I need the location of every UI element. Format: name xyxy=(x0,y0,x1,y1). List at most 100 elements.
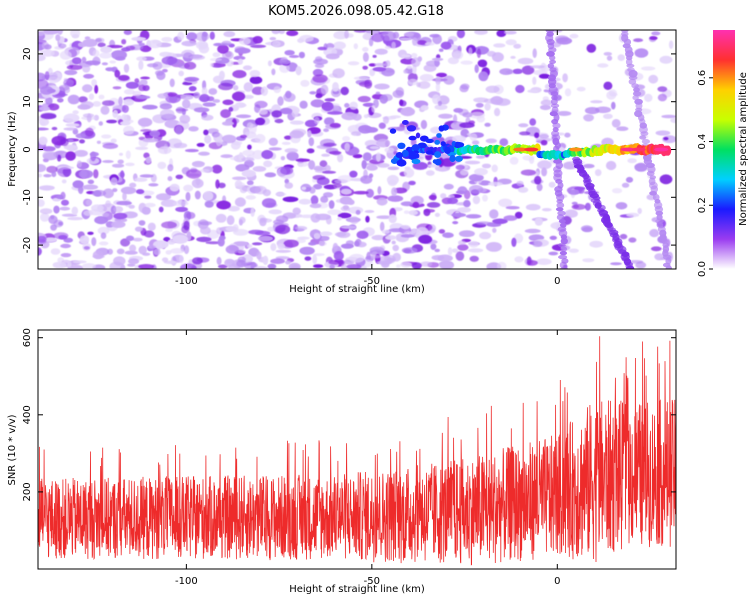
spectrogram-noise-cell xyxy=(285,260,291,265)
spectrogram-noise-cell xyxy=(237,58,243,65)
spectrogram-noise-cell xyxy=(431,136,445,144)
spectrogram-noise-cell xyxy=(120,170,125,179)
spectrogram-noise-cell xyxy=(208,88,218,95)
spectrogram-noise-cell xyxy=(183,245,190,255)
spectrogram-noise-cell xyxy=(299,100,308,109)
spectrogram-noise-cell xyxy=(75,133,86,139)
spectrogram-noise-cell xyxy=(198,42,208,49)
spectrogram-trace-cell xyxy=(550,103,560,108)
spectrogram-noise-cell xyxy=(183,184,194,192)
spectrogram-band-cell xyxy=(396,159,407,167)
spectrogram-noise-cell xyxy=(423,209,436,213)
spectrogram-noise-cell xyxy=(438,48,444,52)
spectrogram-noise-cell xyxy=(50,215,55,220)
spectrogram-noise-cell xyxy=(453,114,458,125)
spectrogram-noise-cell xyxy=(119,152,123,156)
spectrogram-noise-cell xyxy=(371,33,385,43)
spectrogram-noise-cell xyxy=(353,190,369,195)
spectrogram-noise-cell xyxy=(72,110,79,115)
spectrogram-noise-cell xyxy=(144,195,152,199)
spectrogram-noise-cell xyxy=(136,56,147,61)
spectrogram-noise-cell xyxy=(201,87,208,95)
spectrogram-noise-cell xyxy=(161,257,169,263)
spectrogram-noise-cell xyxy=(324,165,331,172)
spectrogram-noise-cell xyxy=(312,74,328,83)
spectrogram-noise-cell xyxy=(121,47,131,52)
spectrogram-peak-cell xyxy=(620,147,635,152)
spectrogram-noise-cell xyxy=(452,135,466,143)
spectrogram-noise-cell xyxy=(209,57,222,62)
spectrogram-noise-cell xyxy=(77,42,87,48)
spectrogram-noise-cell xyxy=(298,198,312,205)
spectrogram-noise-cell xyxy=(268,147,282,151)
spectrogram-noise-cell xyxy=(457,244,469,251)
spectrogram-noise-cell xyxy=(327,111,343,115)
spectrogram-noise-cell xyxy=(40,113,57,120)
spectrogram-noise-cell xyxy=(121,104,129,114)
spectrogram-noise-cell xyxy=(258,108,269,115)
spectrogram-noise-cell xyxy=(360,175,373,184)
spectrogram-noise-cell xyxy=(212,99,221,103)
spectrogram-noise-cell xyxy=(329,264,335,269)
spectrogram-noise-cell xyxy=(347,61,360,66)
spectrogram-noise-cell xyxy=(289,130,305,139)
spectrogram-noise-cell xyxy=(167,164,174,172)
spectrogram-noise-cell xyxy=(175,206,189,212)
spectrogram-noise-cell xyxy=(120,264,126,269)
spectrogram-noise-cell xyxy=(252,36,263,44)
spectrogram-noise-cell xyxy=(60,138,69,147)
spectrogram-noise-cell xyxy=(339,196,353,205)
spectrogram-noise-cell xyxy=(47,103,60,111)
spectrogram-noise-cell xyxy=(385,235,397,240)
spectrogram-noise-cell xyxy=(157,146,172,155)
spectrogram-noise-cell xyxy=(468,240,479,248)
spectrogram-noise-cell xyxy=(586,43,597,53)
spectrogram-noise-cell xyxy=(264,172,277,178)
spectrogram-noise-cell xyxy=(61,199,69,206)
spectrogram-noise-cell xyxy=(246,122,254,130)
spectrogram-noise-cell xyxy=(655,130,671,136)
spectrogram-trace-cell xyxy=(640,131,649,137)
spectrogram-noise-cell xyxy=(300,79,310,87)
spectrogram-noise-cell xyxy=(243,94,254,99)
spectrogram-trace-cell xyxy=(646,170,655,177)
colorbar: 0.0 0.2 0.4 0.6 Normalized spectral amplitu… xyxy=(697,30,749,277)
spectrogram-noise-cell xyxy=(253,266,269,269)
spectrogram-noise-cell xyxy=(411,228,417,234)
spectrogram-noise-cell xyxy=(634,48,649,58)
spectrogram-noise-cell xyxy=(489,209,499,219)
spectrogram-noise-cell xyxy=(532,76,537,85)
spectrogram-noise-cell xyxy=(134,226,143,232)
spectrogram-noise-cell xyxy=(323,192,334,198)
spectrogram-trace-cell xyxy=(558,242,566,248)
spectrogram-noise-cell xyxy=(420,119,428,130)
spectrogram-noise-cell xyxy=(259,217,268,222)
spectrogram-noise-cell xyxy=(273,86,281,94)
snr-y-axis: 200 400 600 xyxy=(22,328,676,501)
spectrogram-noise-cell xyxy=(313,264,324,268)
spectrogram-noise-cell xyxy=(295,226,308,231)
spectrogram-noise-cell xyxy=(319,160,328,168)
spectrogram-noise-cell xyxy=(192,257,203,265)
spectrogram-noise-cell xyxy=(384,147,395,154)
spectrogram-noise-cell xyxy=(38,235,47,243)
spectrogram-trace-cell xyxy=(558,219,566,224)
spectrogram-noise-cell xyxy=(329,151,342,155)
spectrogram-noise-cell xyxy=(534,132,540,139)
spectrogram-noise-cell xyxy=(280,166,294,175)
spectrogram-trace-cell xyxy=(552,122,561,129)
spectrogram-noise-cell xyxy=(102,188,114,199)
spectrogram-band-cell xyxy=(397,142,406,149)
spectrogram-noise-cell xyxy=(110,177,118,186)
spectrogram-noise-cell xyxy=(416,227,429,236)
spectrogram-noise-cell xyxy=(113,206,124,213)
spectrogram-noise-cell xyxy=(342,136,351,142)
spectrogram-noise-cell xyxy=(319,231,333,236)
spectrogram-noise-cell xyxy=(169,78,175,88)
spectrogram-noise-cell xyxy=(94,216,109,225)
spectrogram-noise-cell xyxy=(246,180,254,186)
spectrogram-noise-cell xyxy=(337,212,352,219)
spectrogram-noise-cell xyxy=(142,104,158,110)
spectrogram-noise-cell xyxy=(236,182,246,188)
spectrogram-trace-cell xyxy=(635,101,643,110)
